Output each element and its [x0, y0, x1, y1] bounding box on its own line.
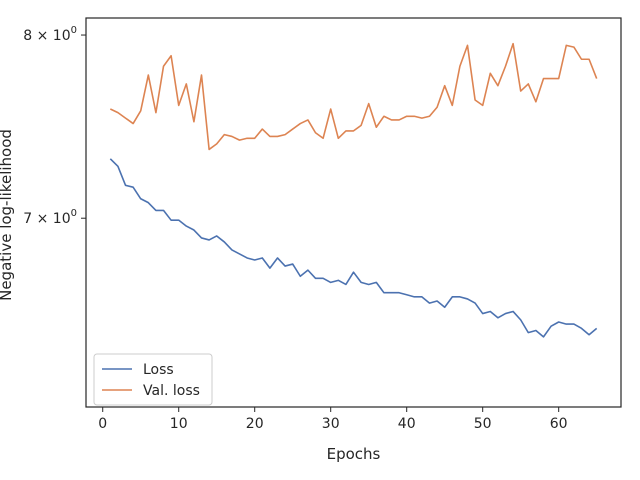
- x-axis: 0 10 20 30 40 50 60: [98, 407, 568, 432]
- x-tick-label: 50: [474, 416, 492, 432]
- y-tick-label: 8 × 100: [23, 25, 77, 44]
- y-axis-label: Negative log-likelihood: [0, 129, 15, 301]
- plot-background: [86, 18, 621, 407]
- legend-label-loss: Loss: [143, 362, 174, 378]
- series-line-val-loss: [109, 42, 598, 151]
- x-tick-label: 60: [550, 416, 568, 432]
- x-tick-label: 10: [170, 416, 188, 432]
- x-tick-label: 20: [246, 416, 264, 432]
- legend-box: [93, 353, 213, 406]
- legend: Loss Val. loss: [93, 353, 213, 406]
- y-tick-label: 7 × 100: [23, 208, 77, 227]
- plot-frame: [85, 17, 622, 408]
- x-tick-label: 30: [322, 416, 340, 432]
- series-line-loss: [109, 158, 598, 338]
- x-tick-label: 40: [398, 416, 416, 432]
- y-axis: 7 × 100 8 × 100: [23, 25, 86, 227]
- x-tick-label: 0: [98, 416, 107, 432]
- x-axis-label: Epochs: [327, 445, 381, 463]
- series-layer: [109, 42, 598, 338]
- legend-label-val-loss: Val. loss: [143, 383, 200, 399]
